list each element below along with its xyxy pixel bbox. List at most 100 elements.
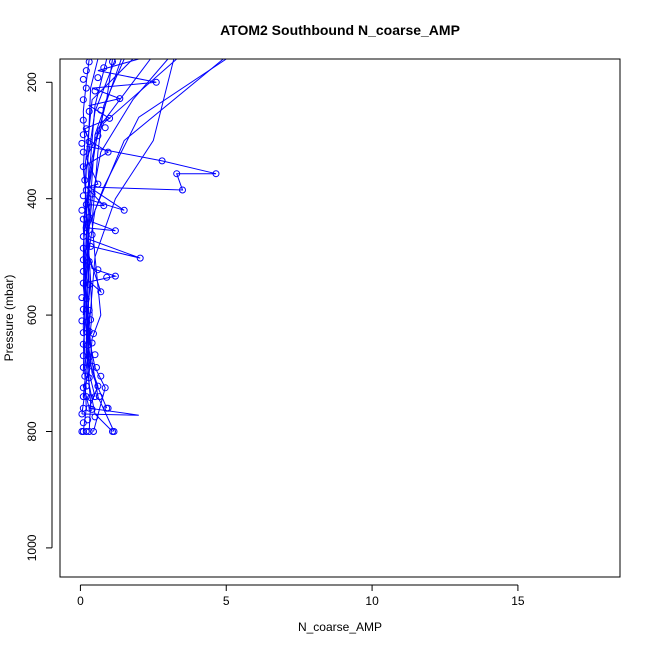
data-point (79, 131, 87, 139)
y-tick-label: 400 (25, 188, 39, 208)
data-point (88, 190, 96, 198)
data-point (79, 148, 87, 156)
data-point (85, 428, 93, 435)
data-point (85, 59, 93, 66)
data-point (82, 382, 90, 390)
x-tick-label: 15 (511, 594, 525, 608)
data-point (104, 148, 112, 156)
data-point (79, 364, 87, 371)
data-point (87, 242, 95, 250)
data-point (78, 139, 86, 147)
data-point (152, 78, 160, 86)
data-point (110, 428, 118, 435)
data-point (120, 206, 128, 214)
data-point (81, 372, 89, 380)
profile-line (82, 215, 141, 284)
data-point (82, 295, 90, 303)
y-tick-label: 200 (25, 72, 39, 92)
data-point (85, 107, 93, 115)
data-point (85, 138, 93, 146)
data-point (91, 413, 99, 421)
profile-line (85, 256, 108, 409)
data-point (91, 393, 99, 401)
data-point (79, 340, 87, 348)
data-point (79, 96, 87, 104)
data-point (79, 244, 87, 252)
data-point (85, 306, 93, 314)
data-point (116, 95, 124, 103)
data-point (94, 132, 102, 140)
y-axis: 200 400 600 800 1000 (25, 72, 53, 561)
data-point (85, 281, 93, 289)
data-point (79, 75, 87, 83)
series-points (78, 59, 220, 435)
data-point (82, 224, 90, 232)
profile-line (82, 59, 169, 316)
y-axis-label: Pressure (mbar) (2, 275, 16, 362)
x-tick-label: 0 (77, 594, 84, 608)
y-tick-label: 1000 (25, 534, 39, 561)
data-point (101, 124, 109, 132)
data-point (106, 114, 114, 122)
data-point (91, 87, 99, 95)
data-point (87, 394, 95, 402)
data-point (90, 330, 97, 338)
profile-line (85, 59, 178, 207)
data-point (97, 372, 105, 380)
data-point (82, 125, 90, 133)
data-point (94, 180, 102, 188)
data-point (88, 231, 96, 239)
data-point (79, 163, 87, 171)
data-point (79, 393, 87, 401)
data-point (101, 384, 109, 392)
data-point (212, 170, 220, 178)
data-point (81, 176, 89, 184)
data-point (173, 170, 181, 178)
data-point (85, 213, 93, 221)
profile-line (82, 59, 224, 374)
data-point (82, 186, 90, 194)
data-point (88, 339, 96, 347)
x-axis-label: N_coarse_AMP (298, 620, 382, 634)
data-point (95, 393, 103, 401)
data-point (79, 419, 87, 427)
x-axis: 0 5 10 15 (77, 584, 525, 608)
data-point (87, 316, 95, 324)
data-point (90, 428, 97, 435)
data-point (179, 186, 186, 194)
data-point (104, 404, 112, 412)
data-point (85, 258, 93, 265)
data-point (94, 382, 102, 390)
data-point (84, 416, 92, 424)
data-point (85, 353, 93, 361)
data-point (82, 67, 90, 75)
x-tick-label: 5 (223, 594, 230, 608)
profile-line (85, 145, 217, 232)
data-point (136, 254, 144, 262)
data-point (103, 273, 111, 281)
data-point (97, 288, 105, 296)
profile-line (85, 59, 122, 409)
x-tick-label: 10 (365, 594, 379, 608)
data-point (109, 59, 116, 66)
data-point (82, 428, 90, 435)
data-point (97, 106, 105, 114)
data-point (93, 364, 100, 371)
y-tick-label: 600 (25, 305, 39, 325)
data-point (79, 267, 87, 275)
data-point (79, 116, 87, 124)
data-point (158, 157, 166, 165)
data-point (78, 206, 86, 214)
data-point (78, 294, 86, 302)
chart-title: ATOM2 Southbound N_coarse_AMP (220, 22, 460, 38)
data-point (94, 74, 102, 82)
plot-frame (59, 58, 621, 578)
data-point (78, 317, 86, 325)
data-point (88, 362, 96, 370)
data-point (82, 393, 90, 401)
data-point (85, 374, 93, 382)
data-point (88, 405, 96, 413)
data-point (100, 202, 108, 210)
data-point (100, 64, 108, 72)
